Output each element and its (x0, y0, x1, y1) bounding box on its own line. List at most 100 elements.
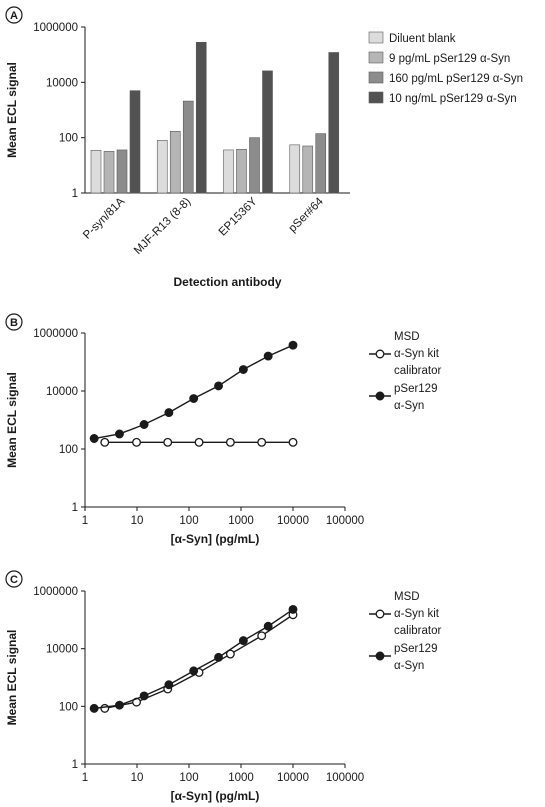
panel-a-y-tick-label: 100 (59, 133, 78, 145)
panel-c-point (89, 703, 99, 713)
panel-a-bar (169, 130, 181, 194)
panel-c-badge (5, 570, 23, 588)
panel-b-point (263, 351, 273, 361)
panel-a-legend-swatch (368, 51, 384, 64)
panel-a-bar (249, 137, 260, 194)
panel-b-point (214, 381, 223, 391)
panel-b-legend-marker (375, 349, 385, 359)
panel-b-x-tick-label: 10000 (277, 515, 309, 527)
panel-a-legend-label: Diluent blank (389, 33, 456, 45)
panel-c-x-tick-label: 10 (131, 772, 144, 784)
panel-a-y-tick-label: 1000000 (33, 22, 78, 34)
panel-b-point (288, 340, 298, 350)
panel-b-point (225, 437, 235, 447)
panel-a-legend-label: 9 pg/mL pSer129 α-Syn (389, 53, 510, 65)
panel-a-badge (5, 6, 23, 24)
panel-b-y-tick-label: 10000 (46, 386, 78, 398)
panel-c-x-tick-label: 100000 (326, 772, 364, 784)
panel-c-point (164, 680, 174, 690)
panel-a-bar (116, 149, 128, 194)
panel-c-point (288, 604, 298, 614)
panel-a-x-tick-label: P-syn/81A (81, 195, 127, 241)
panel-c-y-tick-label: 10000 (46, 644, 78, 656)
panel-a-x-tick-label: MJF-R13 (8-8) (132, 196, 193, 257)
panel-a-bar (223, 149, 234, 194)
panel-c-point (257, 631, 267, 641)
panel-c-legend-label: α-Syn (394, 660, 424, 672)
panel-a-bar (195, 41, 207, 194)
panel-b-point (132, 437, 141, 447)
panel-a-label: A (10, 10, 18, 22)
panel-c-x-tick-label: 1000 (228, 772, 254, 784)
panel-b-x-tick-label: 10 (131, 515, 144, 527)
panel-c-point (263, 621, 273, 631)
panel-b-point (100, 437, 110, 447)
panel-b-legend-label: α-Syn (394, 400, 424, 412)
panel-c-legend-label: calibrator (394, 625, 441, 637)
panel-a-x-tick-label: EP1536Y (217, 195, 260, 238)
panel-c-legend-label: pSer129 (394, 643, 437, 655)
panel-b-series-line (94, 344, 294, 440)
panel-b-x-tick-label: 1000 (228, 515, 254, 527)
panel-c-legend-marker (375, 609, 385, 619)
panel-a-bar (182, 100, 194, 194)
panel-a-bar (156, 140, 168, 194)
panel-a-bar (129, 90, 141, 194)
panel-b-x-tick-label: 1 (82, 515, 88, 527)
panel-c-y-tick-label: 1000000 (33, 586, 78, 598)
panel-c-y-tick-label: 100 (59, 701, 78, 713)
panel-a-x-tick-label: pSer#64 (287, 195, 327, 235)
panel-b-point (194, 437, 204, 447)
panel-c-x-tick-label: 100 (179, 772, 198, 784)
panel-b-point (115, 429, 124, 439)
panel-c-legend-label: MSD (394, 591, 420, 603)
panel-c-series-line (94, 608, 294, 710)
panel-a-bar (236, 148, 247, 194)
panel-a-x-axis-label: Detection antibody (173, 275, 281, 289)
panel-b-y-tick-label: 100 (59, 444, 78, 456)
panel-c-y-axis-label: Mean ECL signal (5, 630, 19, 726)
panel-a-y-tick-label: 10000 (46, 77, 78, 89)
panel-b-point (164, 408, 174, 418)
panel-a-y-axis-label: Mean ECL signal (5, 62, 19, 158)
panel-a-legend-swatch (368, 31, 384, 44)
panel-a-bar (315, 133, 327, 194)
panel-c-point (225, 649, 235, 659)
panel-c-x-tick-label: 1 (82, 772, 88, 784)
panel-c-point (189, 666, 199, 676)
panel-b-legend-label: α-Syn kit (394, 348, 440, 360)
panel-a-legend-label: 160 pg/mL pSer129 α-Syn (389, 73, 523, 85)
panel-c-point (115, 700, 124, 710)
panel-b-x-tick-label: 100000 (326, 515, 364, 527)
panel-a-bar (103, 151, 115, 194)
panel-a-bar (328, 52, 340, 194)
panel-b-y-axis-label: Mean ECL signal (5, 372, 19, 468)
panel-a-legend-swatch (368, 71, 384, 84)
panel-c-point (214, 652, 223, 662)
panel-c-point (100, 703, 110, 713)
panel-b-point (89, 434, 99, 443)
panel-b-y-tick-label: 1 (72, 502, 78, 514)
panel-b-legend-label: MSD (394, 331, 420, 343)
panel-b-badge (5, 313, 23, 331)
panel-b-point (238, 365, 248, 374)
panel-c-point (139, 691, 149, 701)
panel-b-point (288, 437, 298, 447)
panel-b-legend-label: calibrator (394, 365, 441, 377)
panel-a-legend-swatch (368, 91, 384, 104)
panel-c-legend-marker (375, 651, 385, 661)
panel-a-y-tick-label: 1 (72, 188, 78, 200)
panel-b-legend-marker (375, 391, 385, 401)
panel-c-x-axis-label: [α-Syn] (pg/mL) (171, 789, 260, 803)
panel-b-x-axis-label: [α-Syn] (pg/mL) (171, 532, 260, 546)
panel-b-y-tick-label: 1000000 (33, 328, 78, 340)
panel-b-label: B (10, 317, 18, 329)
panel-a-legend-label: 10 ng/mL pSer129 α-Syn (389, 93, 517, 105)
panel-a-bar (302, 145, 314, 194)
panel-b-legend-label: pSer129 (394, 383, 437, 395)
panel-a-bar (262, 70, 273, 194)
panel-b-point (163, 437, 173, 447)
panel-b-point (139, 420, 149, 429)
panel-c-y-tick-label: 1 (72, 759, 78, 771)
